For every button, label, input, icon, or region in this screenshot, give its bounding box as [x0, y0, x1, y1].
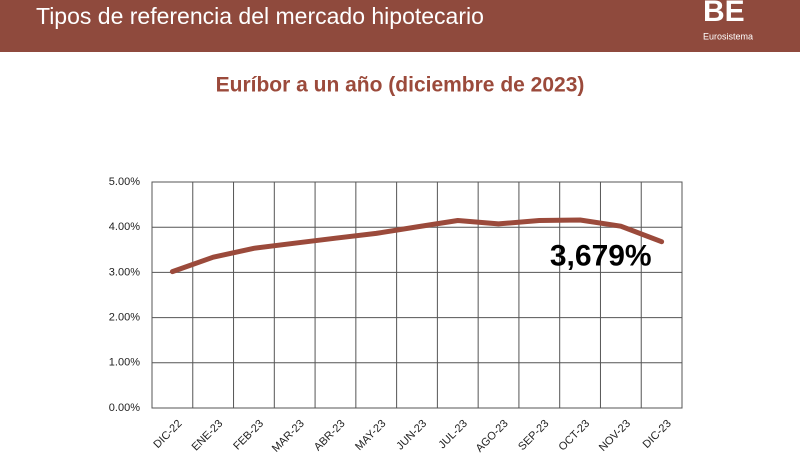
x-tick-label: DIC-22 [151, 418, 184, 451]
x-tick-label: FEB-23 [231, 418, 266, 453]
x-tick-label: OCT-23 [557, 418, 593, 453]
x-tick-label: DIC-23 [641, 418, 674, 451]
y-tick-label: 1.00% [109, 357, 140, 369]
x-tick-label: MAY-23 [353, 418, 388, 453]
y-tick-label: 5.00% [109, 176, 140, 188]
plot-frame [151, 181, 683, 409]
y-tick-label: 2.00% [109, 312, 140, 324]
x-tick-label: JUL-23 [436, 418, 470, 452]
y-tick-label: 0.00% [109, 402, 140, 414]
x-tick-label: NOV-23 [597, 418, 633, 453]
header-band [0, 0, 800, 52]
x-tick-label: ABR-23 [312, 418, 348, 453]
y-tick-label: 4.00% [109, 221, 140, 233]
x-tick-label: ENE-23 [190, 418, 226, 453]
header-title: Tipos de referencia del mercado hipoteca… [36, 3, 484, 29]
x-tick-label: AGO-23 [474, 418, 511, 453]
logo: BE [703, 0, 745, 28]
chart-title: Euríbor a un año (diciembre de 2023) [216, 74, 585, 97]
x-tick-label: MAR-23 [270, 418, 307, 453]
line [169, 217, 665, 275]
x-tick-label: SEP-23 [516, 418, 551, 453]
data-label: 3,679% [550, 240, 652, 273]
x-tick-label: JUN-23 [394, 418, 429, 453]
y-tick-label: 3.00% [109, 266, 140, 278]
logo-subtitle: Eurosistema [703, 31, 753, 41]
